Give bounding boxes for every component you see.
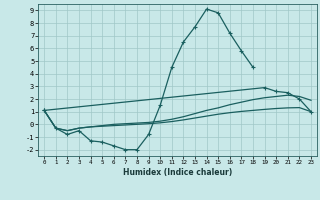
X-axis label: Humidex (Indice chaleur): Humidex (Indice chaleur): [123, 168, 232, 177]
